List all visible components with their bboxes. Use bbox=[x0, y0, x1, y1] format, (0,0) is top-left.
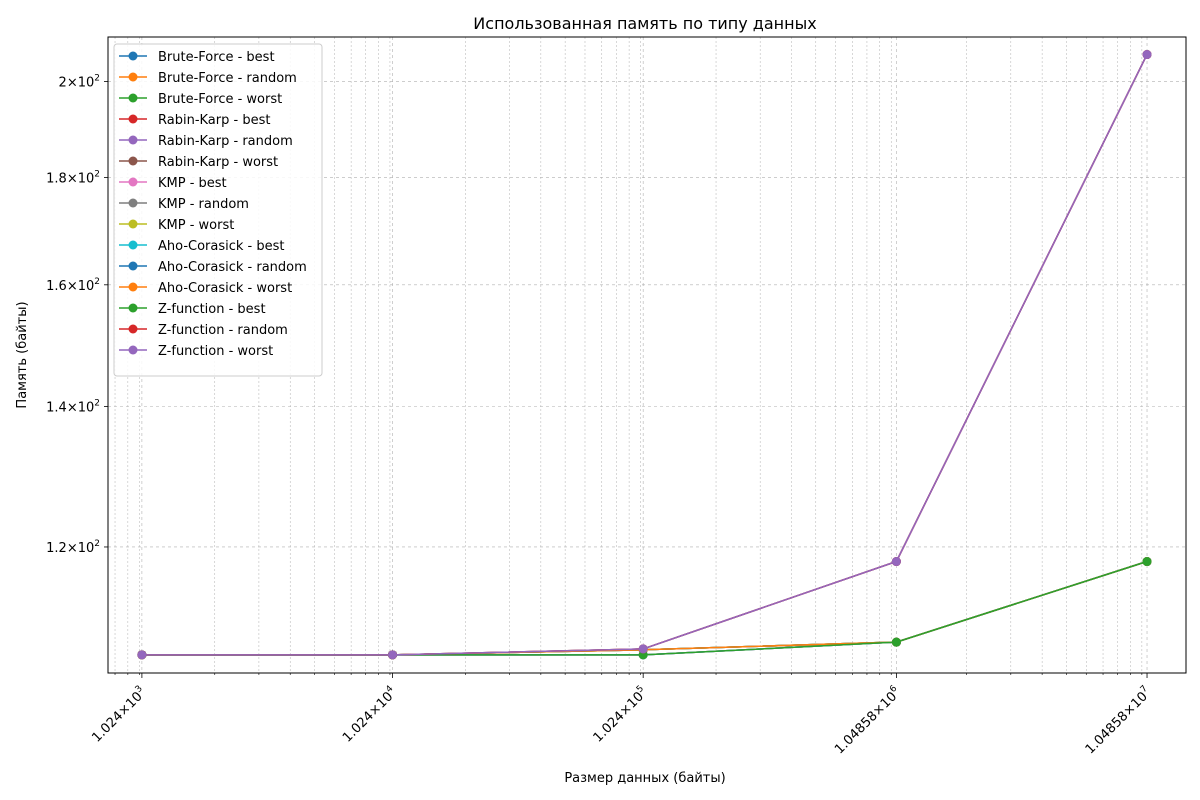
legend-item: KMP - random bbox=[119, 197, 249, 212]
legend-label: KMP - worst bbox=[158, 218, 234, 233]
legend-item: Z-function - best bbox=[119, 302, 266, 317]
legend-marker bbox=[128, 198, 138, 208]
data-point bbox=[891, 637, 901, 647]
legend-item: Aho-Corasick - random bbox=[119, 260, 307, 275]
legend-marker bbox=[128, 51, 138, 61]
x-tick-label: 1.04858×106 bbox=[831, 684, 905, 758]
legend-label: Z-function - worst bbox=[158, 344, 273, 359]
legend-marker bbox=[128, 114, 138, 124]
x-tick-label: 1.024×105 bbox=[589, 684, 651, 746]
legend-item: Brute-Force - best bbox=[119, 50, 275, 65]
x-tick-label: 1.024×104 bbox=[339, 684, 401, 746]
x-axis: 1.024×103 1.024×104 1.024×105 1.04858×106 1.… bbox=[88, 673, 1154, 758]
legend-item: KMP - worst bbox=[119, 218, 234, 233]
legend-marker bbox=[128, 345, 138, 355]
series-lines bbox=[137, 50, 1152, 660]
y-tick-label: 1.8×102 bbox=[46, 169, 100, 186]
x-tick-label: 1.04858×107 bbox=[1081, 684, 1154, 757]
series-line bbox=[141, 560, 1148, 656]
series-line bbox=[141, 560, 1148, 656]
legend-item: Rabin-Karp - random bbox=[119, 134, 293, 149]
legend-label: Aho-Corasick - best bbox=[158, 239, 285, 254]
y-axis: 1.2×102 1.4×102 1.6×102 1.8×102 2×102 bbox=[46, 73, 108, 556]
y-tick-label: 1.6×102 bbox=[46, 277, 100, 294]
legend-item: Aho-Corasick - worst bbox=[119, 281, 292, 296]
legend-item: Rabin-Karp - best bbox=[119, 113, 270, 128]
legend-label: Aho-Corasick - random bbox=[158, 260, 307, 275]
legend-item: KMP - best bbox=[119, 176, 227, 191]
legend-marker bbox=[128, 219, 138, 229]
legend-marker bbox=[128, 303, 138, 313]
legend-marker bbox=[128, 93, 138, 103]
legend-item: Z-function - worst bbox=[119, 344, 273, 359]
legend: Brute-Force - best Brute-Force - random Br… bbox=[113, 43, 323, 377]
y-tick-label: 2×102 bbox=[59, 73, 100, 90]
series-line bbox=[141, 560, 1148, 656]
legend-marker bbox=[128, 261, 138, 271]
legend-box bbox=[113, 43, 323, 377]
series-line bbox=[141, 560, 1148, 656]
data-point bbox=[638, 644, 648, 654]
legend-label: Rabin-Karp - worst bbox=[158, 155, 278, 170]
data-point bbox=[1142, 557, 1152, 567]
legend-item: Aho-Corasick - best bbox=[119, 239, 285, 254]
legend-marker bbox=[128, 240, 138, 250]
legend-label: Brute-Force - worst bbox=[158, 92, 282, 107]
legend-label: Brute-Force - random bbox=[158, 71, 297, 86]
legend-marker bbox=[128, 177, 138, 187]
legend-label: Rabin-Karp - random bbox=[158, 134, 293, 149]
data-point bbox=[388, 650, 398, 660]
legend-marker bbox=[128, 135, 138, 145]
grid bbox=[108, 37, 1186, 673]
legend-label: Rabin-Karp - best bbox=[158, 113, 270, 128]
legend-marker bbox=[128, 282, 138, 292]
legend-label: Z-function - best bbox=[158, 302, 266, 317]
legend-label: KMP - random bbox=[158, 197, 249, 212]
legend-label: Brute-Force - best bbox=[158, 50, 275, 65]
series-12 bbox=[137, 557, 1152, 660]
series-line bbox=[141, 560, 1148, 656]
y-tick-label: 1.2×102 bbox=[46, 539, 100, 556]
data-point bbox=[137, 650, 147, 660]
legend-marker bbox=[128, 156, 138, 166]
series-line bbox=[141, 560, 1148, 656]
x-axis-label: Размер данных (байты) bbox=[564, 771, 725, 786]
legend-item: Brute-Force - worst bbox=[119, 92, 282, 107]
series-line bbox=[141, 560, 1148, 656]
legend-marker bbox=[128, 324, 138, 334]
series-line bbox=[141, 560, 1148, 656]
legend-label: Aho-Corasick - worst bbox=[158, 281, 292, 296]
y-tick-label: 1.4×102 bbox=[46, 398, 100, 415]
legend-item: Rabin-Karp - worst bbox=[119, 155, 278, 170]
legend-item: Brute-Force - random bbox=[119, 71, 297, 86]
data-point bbox=[891, 557, 901, 567]
y-axis-label: Память (байты) bbox=[15, 301, 30, 408]
legend-label: Z-function - random bbox=[158, 323, 288, 338]
series-line bbox=[141, 560, 1148, 656]
series-14 bbox=[137, 50, 1152, 660]
data-point bbox=[1142, 50, 1152, 60]
legend-marker bbox=[128, 72, 138, 82]
series-line bbox=[141, 560, 1148, 656]
legend-label: KMP - best bbox=[158, 176, 227, 191]
chart-title: Использованная память по типу данных bbox=[473, 14, 816, 33]
plot-frame bbox=[107, 36, 1187, 674]
legend-item: Z-function - random bbox=[119, 323, 288, 338]
series-line bbox=[141, 560, 1148, 656]
x-tick-label: 1.024×103 bbox=[88, 684, 150, 746]
